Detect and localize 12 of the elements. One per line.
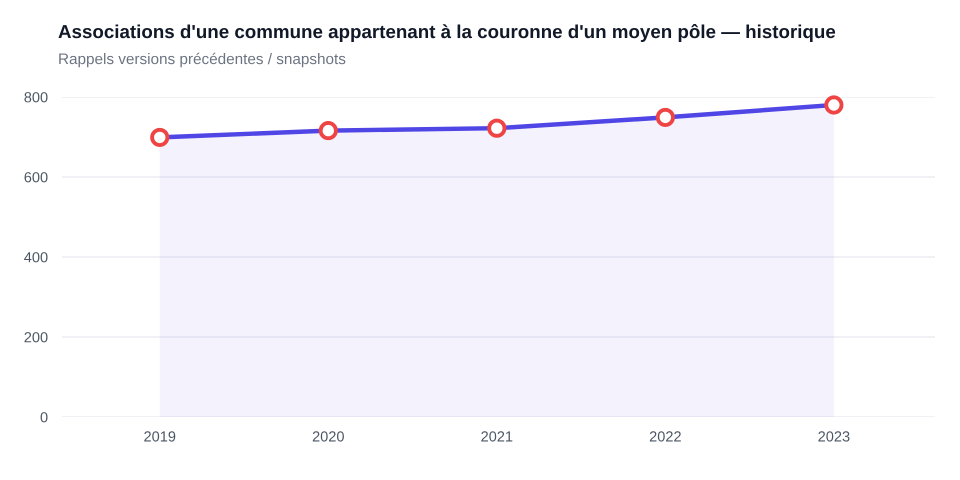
- x-tick-label: 2020: [312, 431, 344, 442]
- y-tick-label: 0: [40, 412, 48, 422]
- y-tick-label: 600: [24, 172, 48, 182]
- y-tick-label: 800: [24, 92, 48, 102]
- y-tick-label: 200: [24, 332, 48, 342]
- x-tick-label: 2023: [818, 431, 850, 442]
- x-tick-label: 2019: [144, 431, 176, 442]
- chart-title: Associations d'une commune appartenant à la couronne d'un moyen pôle — historique: [58, 24, 836, 42]
- y-tick-label: 400: [24, 252, 48, 262]
- chart-subtitle: Rappels versions précédentes / snapshots: [59, 52, 346, 68]
- x-tick-label: 2021: [481, 431, 512, 442]
- x-tick-label: 2022: [650, 431, 681, 442]
